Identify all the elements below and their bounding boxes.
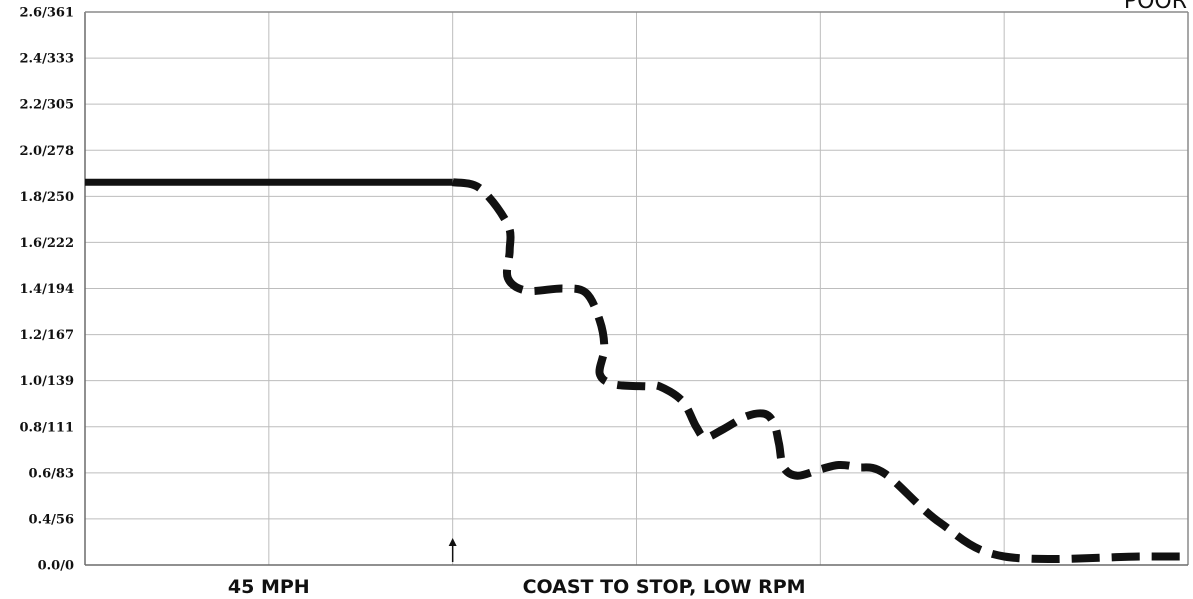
y-tick-label: 1.4/194: [19, 282, 74, 297]
y-tick-label: 2.0/278: [19, 144, 74, 159]
y-tick-label: 1.0/139: [19, 374, 74, 389]
y-tick-label: 0.4/56: [29, 512, 74, 527]
y-tick-label: 1.2/167: [19, 328, 74, 343]
y-tick-label: 2.2/305: [19, 98, 74, 113]
y-tick-label: 0.6/83: [29, 466, 74, 481]
y-tick-label: 1.6/222: [19, 236, 74, 251]
grid-lines: [84, 11, 1189, 566]
y-tick-label: 2.4/333: [19, 52, 74, 67]
arrow-up-icon: [448, 538, 457, 546]
event-marker: [448, 538, 457, 562]
x-axis-captions: 45 MPH COAST TO STOP, LOW RPM: [228, 576, 806, 598]
y-tick-label: 0.0/0: [38, 559, 74, 574]
corner-label: POOR: [1124, 0, 1187, 14]
y-tick-label: 0.8/111: [19, 420, 74, 435]
x-axis-caption: 45 MPH: [228, 576, 310, 598]
x-axis-caption: COAST TO STOP, LOW RPM: [523, 576, 806, 598]
series-dashed-line: [451, 178, 1188, 564]
y-tick-label: 1.8/250: [19, 190, 74, 205]
y-axis-tick-labels: 0.0/0 0.4/56 0.6/83 0.8/111 1.0/139 1.2/167 1.…: [19, 6, 74, 574]
y-tick-label: 2.6/361: [19, 6, 74, 21]
series-lines: [85, 178, 1188, 564]
